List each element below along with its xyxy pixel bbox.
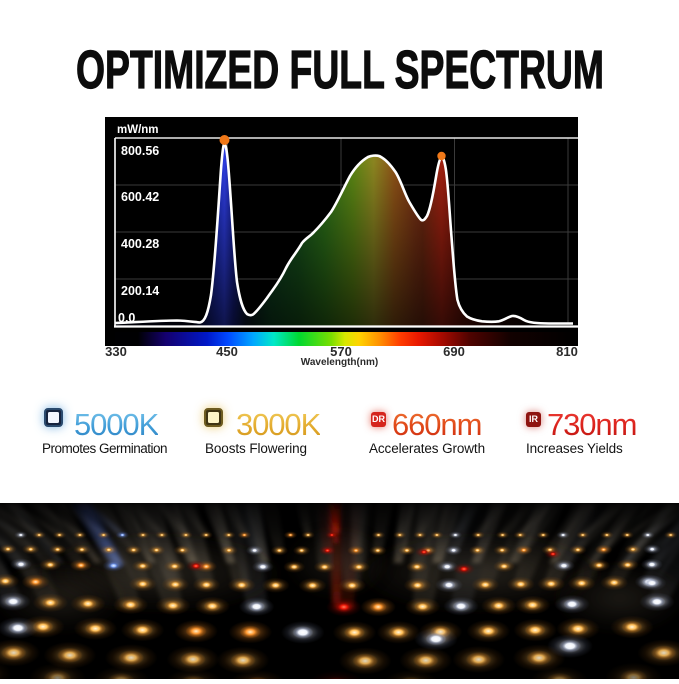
svg-text:200.14: 200.14	[121, 284, 159, 298]
svg-text:800.56: 800.56	[121, 144, 159, 158]
svg-text:mW/nm: mW/nm	[117, 124, 159, 136]
svg-text:600.42: 600.42	[121, 190, 159, 204]
svg-text:0.0: 0.0	[118, 311, 135, 325]
svg-text:400.28: 400.28	[121, 237, 159, 251]
